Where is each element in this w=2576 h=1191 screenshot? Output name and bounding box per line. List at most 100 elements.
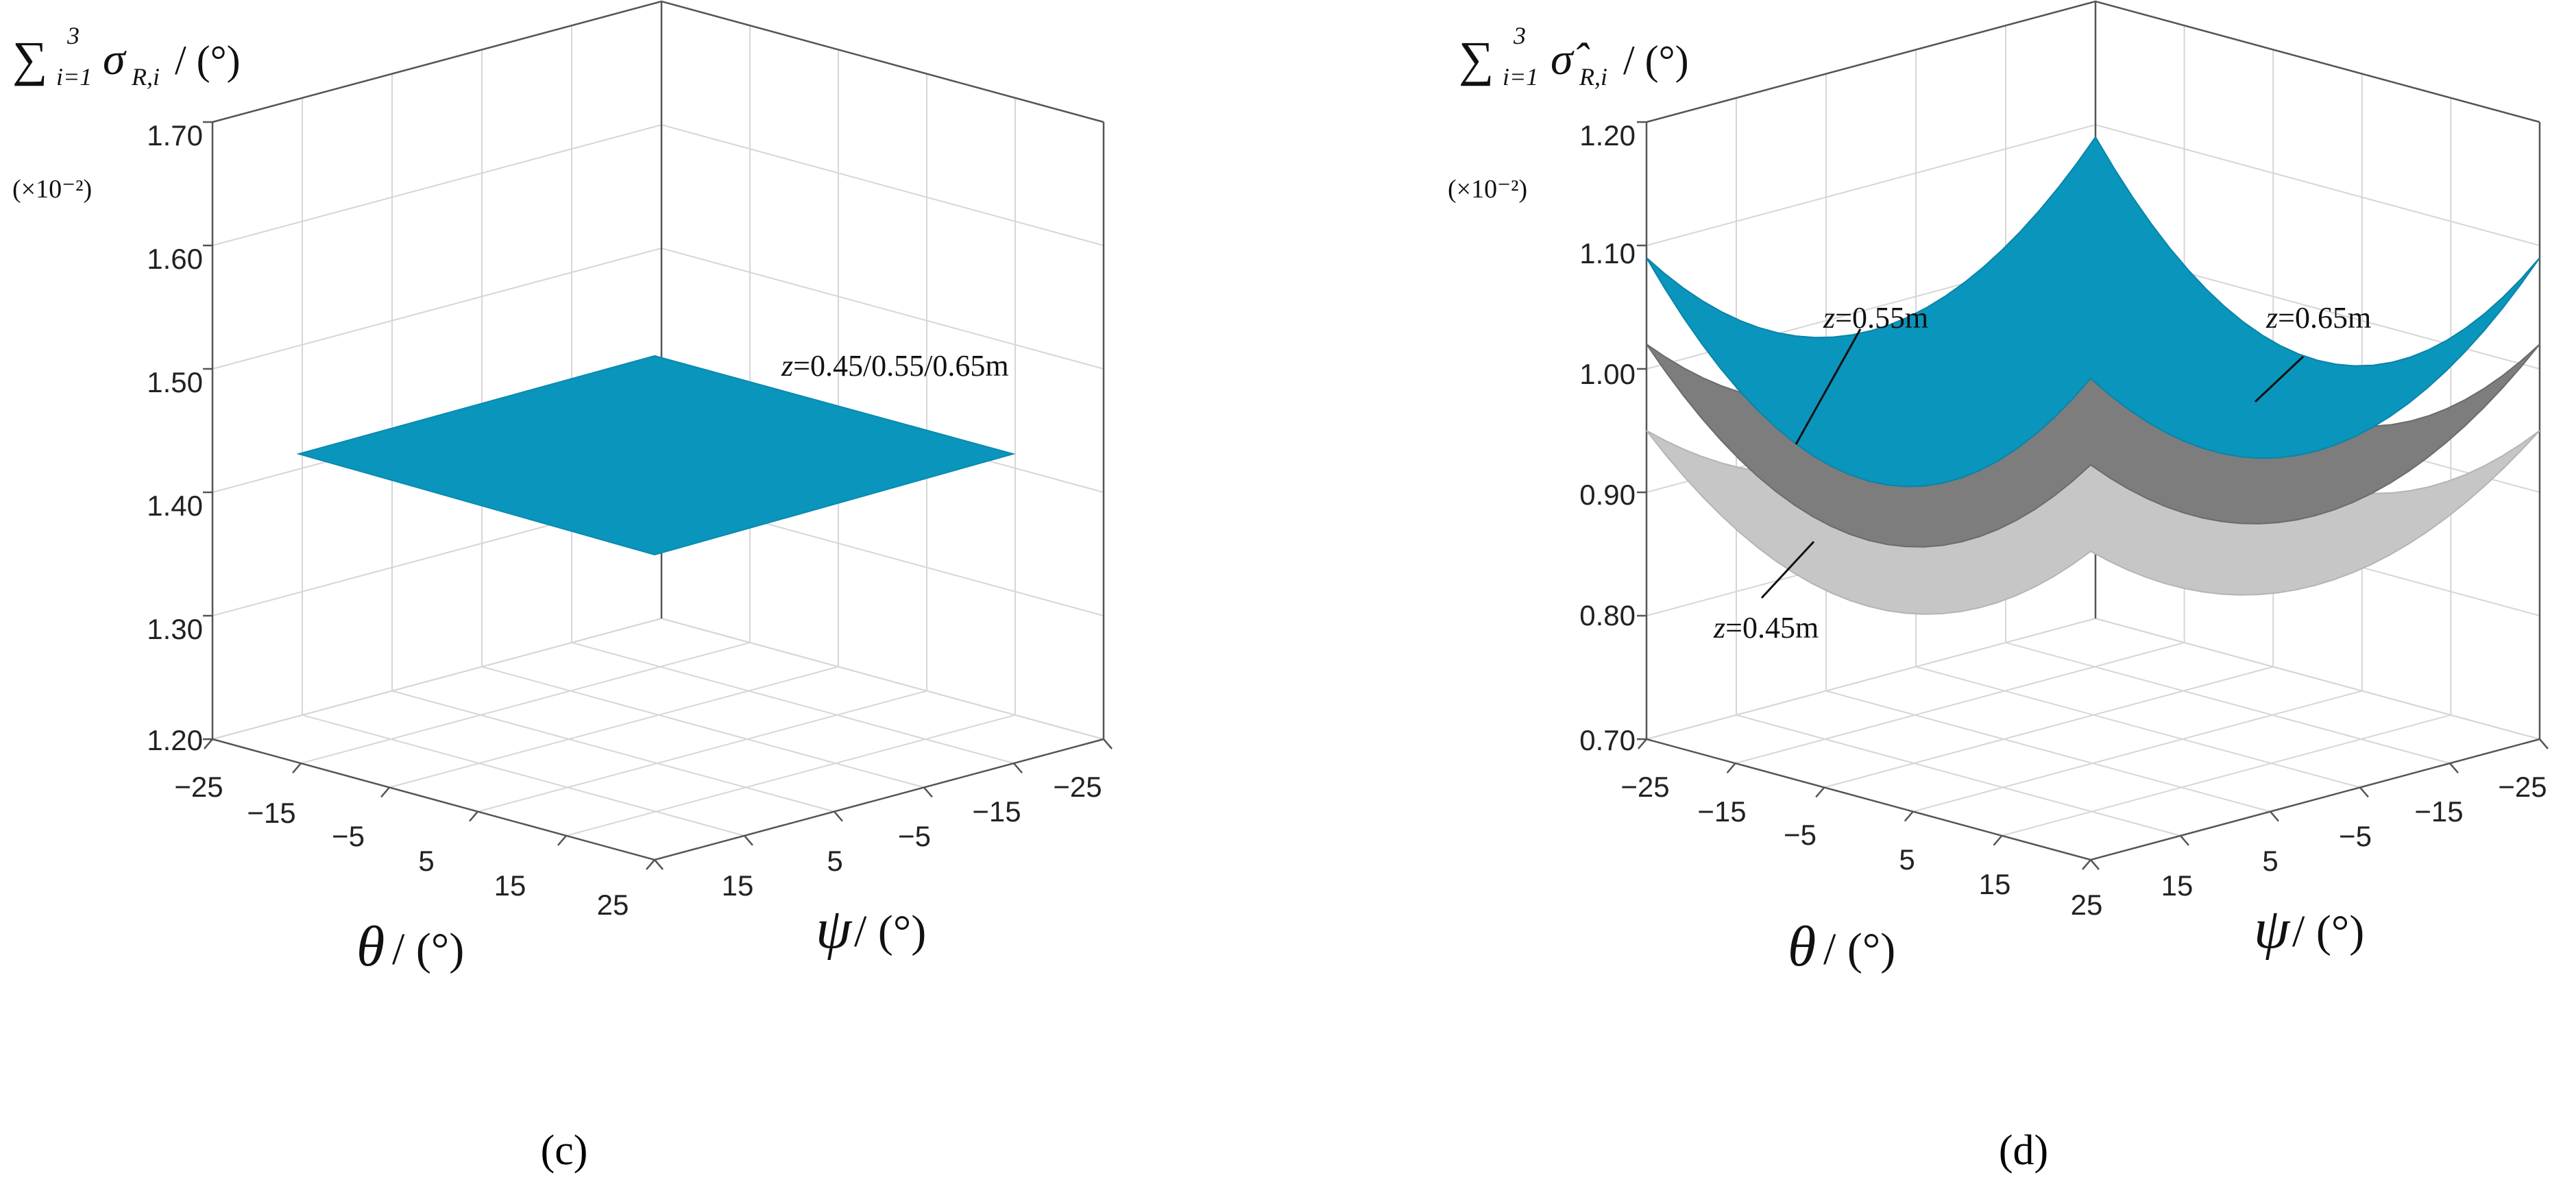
panel-d-ztick: 1.00 bbox=[1579, 358, 1636, 390]
psi-tick-mark bbox=[744, 834, 753, 846]
panel-c-ztick: 1.30 bbox=[147, 613, 203, 645]
panel-c-theta-tick: 5 bbox=[418, 845, 434, 877]
grid-line bbox=[1736, 714, 2181, 837]
psi-tick-mark bbox=[1103, 738, 1113, 749]
panel-c-annotation: z=0.45/0.55/0.65m bbox=[781, 349, 1009, 383]
panel-c-zlabel-symbol: σ bbox=[103, 34, 127, 84]
grid-line bbox=[661, 618, 1104, 740]
panel-c-psi-tick: 15 bbox=[722, 869, 754, 902]
grid-line bbox=[2095, 618, 2540, 740]
panel-c-flat-surface bbox=[296, 354, 1016, 556]
panel-d-zlabel: ∑ bbox=[1459, 32, 1494, 86]
panel-c-psi-tick: −25 bbox=[1053, 771, 1102, 803]
panel-d-theta-tick: −15 bbox=[1697, 795, 1746, 828]
panel-d-label: (d) bbox=[1999, 1127, 2048, 1174]
panel-c-zlabel-unit: / (°) bbox=[175, 38, 241, 83]
grid-line bbox=[302, 714, 745, 837]
panel-d-theta-tick: 15 bbox=[1979, 868, 2011, 900]
panel-c-label: (c) bbox=[541, 1127, 588, 1174]
panel-c-zscale: (×10⁻²) bbox=[12, 175, 92, 204]
grid-line bbox=[300, 642, 751, 765]
psi-tick-mark bbox=[2090, 859, 2100, 870]
panel-c-ztick: 1.50 bbox=[147, 366, 203, 398]
panel-d-ylabel-symbol: ψ bbox=[2254, 897, 2291, 961]
panel-c-theta-tick: −5 bbox=[332, 820, 365, 852]
panel-c-psi-tick: 5 bbox=[827, 845, 842, 877]
panel-d-xlabel-symbol: θ bbox=[1788, 915, 1816, 978]
grid-line bbox=[391, 690, 835, 813]
panel-d-leader-055 bbox=[1795, 328, 1862, 445]
theta-tick-mark bbox=[1726, 762, 1736, 774]
grid-line bbox=[1912, 690, 2363, 813]
panel-c-xlabel-unit: / (°) bbox=[392, 924, 464, 974]
grid-line bbox=[1646, 0, 2540, 123]
panel-d-ztick: 1.10 bbox=[1579, 237, 1636, 269]
panel-d-series-label-055: z=0.55m bbox=[1823, 301, 1928, 335]
panel-c-theta-tick: −15 bbox=[247, 797, 295, 829]
panel-c-theta-tick: 15 bbox=[494, 869, 526, 902]
psi-tick-mark bbox=[834, 810, 843, 822]
panel-d: ∑ 3 i=1 σ̂ R,i / (°) (×10⁻²) 1.20 1.10 1… bbox=[1448, 0, 2549, 1174]
grid-line bbox=[1735, 642, 2185, 765]
psi-tick-mark bbox=[2180, 834, 2189, 846]
panel-c-zlabel-symbol-sub: R,i bbox=[131, 63, 160, 91]
panel-d-psi-tick: 15 bbox=[2161, 869, 2194, 902]
panel-d-theta-tick: −5 bbox=[1784, 819, 1816, 851]
theta-tick-mark bbox=[646, 859, 655, 870]
panel-c-ylabel-symbol: ψ bbox=[816, 897, 853, 961]
panel-d-psi-tick: −25 bbox=[2498, 771, 2547, 803]
panel-c-surface bbox=[296, 354, 1016, 556]
grid-line bbox=[481, 666, 925, 789]
panel-c: ∑ 3 i=1 σ R,i / (°) (×10⁻²) 1.70 1.60 1.… bbox=[12, 0, 1113, 1174]
grid-line bbox=[389, 666, 839, 789]
panel-d-zlabel-sub: i=1 bbox=[1503, 63, 1538, 91]
theta-tick-mark bbox=[1904, 810, 1914, 822]
psi-tick-mark bbox=[1013, 762, 1023, 774]
panel-c-zlabel-sub: i=1 bbox=[56, 63, 92, 91]
panel-d-psi-tick: −5 bbox=[2339, 820, 2372, 852]
grid-line bbox=[2002, 714, 2451, 837]
panel-d-ztick: 0.80 bbox=[1579, 599, 1636, 631]
panel-d-theta-tick: −25 bbox=[1620, 771, 1669, 803]
panel-c-zlabel-sup: 3 bbox=[66, 22, 80, 49]
panel-d-psi-tick: −15 bbox=[2414, 795, 2463, 828]
psi-tick-mark bbox=[2359, 786, 2369, 798]
grid-line bbox=[477, 690, 927, 813]
grid-line bbox=[212, 618, 662, 740]
theta-tick-mark bbox=[380, 786, 390, 798]
panel-c-zlabel: ∑ bbox=[12, 32, 47, 86]
panel-d-zscale: (×10⁻²) bbox=[1448, 175, 1527, 204]
theta-tick-mark bbox=[557, 834, 567, 846]
floor-axis bbox=[1646, 738, 2540, 861]
theta-tick-mark bbox=[1815, 786, 1825, 798]
panel-d-psi-tick: 5 bbox=[2262, 845, 2278, 877]
panel-c-theta-tick: −25 bbox=[174, 771, 223, 803]
theta-tick-mark bbox=[204, 738, 213, 749]
psi-tick-mark bbox=[2539, 738, 2549, 749]
panel-d-surfaces bbox=[1646, 136, 2540, 615]
theta-tick-mark bbox=[469, 810, 478, 822]
panel-c-theta-tick: 25 bbox=[597, 889, 629, 921]
panel-d-ylabel-unit: / (°) bbox=[2292, 906, 2364, 957]
psi-tick-mark bbox=[2449, 762, 2459, 774]
theta-tick-mark bbox=[2082, 859, 2091, 870]
surface-065 bbox=[1646, 136, 2540, 488]
panel-c-ztick: 1.60 bbox=[147, 243, 203, 275]
axis-line bbox=[1646, 0, 2540, 123]
panel-c-psi-tick: −15 bbox=[972, 795, 1021, 828]
grid-line bbox=[1646, 618, 2096, 740]
panel-d-zlabel-unit: / (°) bbox=[1623, 38, 1689, 83]
panel-d-series-label-065: z=0.65m bbox=[2265, 301, 2371, 335]
theta-tick-mark bbox=[292, 762, 302, 774]
psi-tick-mark bbox=[923, 786, 933, 798]
panel-d-theta-tick: 5 bbox=[1899, 843, 1915, 876]
grid-line bbox=[212, 617, 1104, 740]
psi-tick-mark bbox=[654, 859, 664, 870]
grid-line bbox=[2005, 642, 2451, 765]
panel-c-psi-tick: −5 bbox=[898, 820, 931, 852]
grid-line bbox=[212, 0, 1104, 123]
panel-d-zlabel-symbol-sub: R,i bbox=[1579, 63, 1607, 91]
panel-c-ylabel-unit: / (°) bbox=[854, 906, 926, 957]
grid-line bbox=[571, 642, 1014, 765]
